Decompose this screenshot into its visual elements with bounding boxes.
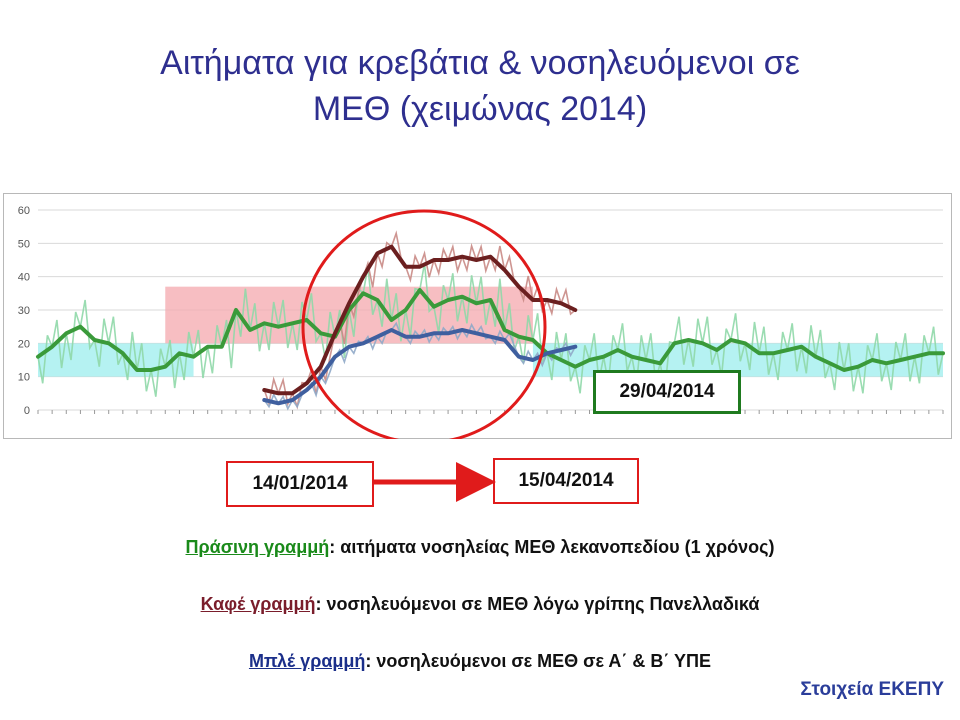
y-tick-60: 60 [18,205,30,217]
y-tick-40: 40 [18,272,30,284]
series-brown-line [262,244,578,396]
start-date-label: 14/01/2014 [252,473,348,494]
highlight-circle [301,209,547,439]
page-title: Αιτήματα για κρεβάτια & νοσηλευόμενοι σε… [0,40,960,132]
icu-line-chart: 0 10 20 30 40 50 60 [18,205,945,439]
legend-brown-key: Καφέ γραμμή [200,594,316,614]
legend-blue: Μπλέ γραμμή: νοσηλευόμενοι σε ΜΕΘ σε Α΄ … [0,651,960,672]
legend-green: Πράσινη γραμμή: αιτήματα νοσηλείας ΜΕΘ λ… [0,537,960,558]
title-line-1: Αιτήματα για κρεβάτια & νοσηλευόμενοι σε [160,44,800,82]
series-green-line [36,288,945,372]
end-date-label: 15/04/2014 [518,470,614,491]
legend-brown: Καφέ γραμμή: νοσηλευόμενοι σε ΜΕΘ λόγω γ… [0,594,960,615]
source-label: Στοιχεία ΕΚΕΠΥ [800,679,944,700]
y-tick-50: 50 [18,238,30,250]
green-date-box: 29/04/2014 [593,370,741,414]
start-date-box: 14/01/2014 [226,461,374,507]
y-tick-0: 0 [24,405,30,417]
green-date-label: 29/04/2014 [619,381,715,402]
end-date-box: 15/04/2014 [493,458,639,504]
y-tick-20: 20 [18,338,30,350]
legend-green-key: Πράσινη γραμμή [185,537,330,557]
legend-blue-text: : νοσηλευόμενοι σε ΜΕΘ σε Α΄ & Β΄ ΥΠΕ [365,651,712,671]
title-line-2: ΜΕΘ (χειμώνας 2014) [312,90,648,128]
y-tick-10: 10 [18,372,30,384]
legend-green-text: : αιτήματα νοσηλείας ΜΕΘ λεκανοπεδίου (1… [329,537,775,557]
legend-brown-text: : νοσηλευόμενοι σε ΜΕΘ λόγω γρίπης Πανελ… [315,594,760,614]
y-tick-30: 30 [18,305,30,317]
legend-blue-key: Μπλέ γραμμή [248,651,366,671]
